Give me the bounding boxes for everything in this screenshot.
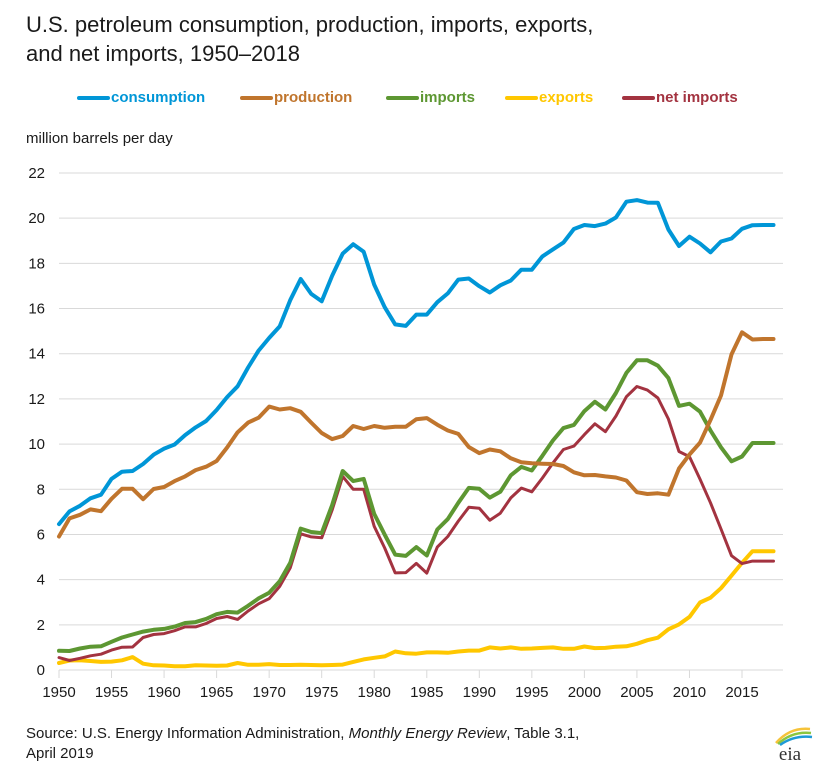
eia-logo-icon: eia [775, 727, 813, 765]
y-tick-label: 20 [28, 210, 45, 227]
x-tick-label: 2010 [673, 684, 706, 701]
x-tick-label: 1950 [42, 684, 75, 701]
source-date: April 2019 [26, 745, 94, 762]
x-tick-label: 1980 [358, 684, 391, 701]
y-tick-label: 4 [37, 572, 45, 589]
legend-label-production: production [274, 89, 353, 106]
y-tick-label: 16 [28, 301, 45, 318]
y-tick-label: 22 [28, 165, 45, 182]
series-line-consumption [57, 198, 776, 527]
x-tick-label: 1965 [200, 684, 233, 701]
y-tick-label: 6 [37, 526, 45, 543]
legend-item-net-imports: net imports [622, 89, 738, 106]
legend-swatch-net-imports [622, 95, 655, 100]
legend-swatch-imports [386, 95, 419, 100]
y-tick-label: 12 [28, 391, 45, 408]
legend-label-consumption: consumption [111, 89, 206, 106]
y-tick-label: 10 [28, 436, 45, 453]
source-publication: Monthly Energy Review [348, 725, 507, 742]
gridlines [59, 172, 783, 626]
x-tick-label: 1960 [147, 684, 180, 701]
legend-item-consumption: consumption [77, 89, 205, 106]
eia-logo-text: eia [779, 744, 802, 763]
legend-item-imports: imports [386, 89, 475, 106]
y-axis-tick-labels: 0 2 4 6 8 10 12 14 16 18 20 22 [28, 165, 45, 679]
chart-title-line-2: and net imports, 1950–2018 [26, 41, 300, 66]
series-lines [57, 198, 776, 669]
legend-swatch-production [240, 95, 273, 100]
x-tick-label: 1995 [515, 684, 548, 701]
legend-swatch-consumption [77, 95, 110, 100]
y-tick-label: 14 [28, 346, 45, 363]
legend-swatch-exports [505, 95, 538, 100]
legend-item-production: production [240, 89, 352, 106]
x-tick-label: 2005 [620, 684, 653, 701]
x-tick-label: 2000 [568, 684, 601, 701]
legend-label-net-imports: net imports [656, 89, 738, 106]
source-suffix: , Table 3.1, [506, 725, 580, 742]
legend-item-exports: exports [505, 89, 593, 106]
x-tick-label: 2015 [725, 684, 758, 701]
chart-title-line-1: U.S. petroleum consumption, production, … [26, 12, 594, 37]
series-line-net-imports [57, 385, 775, 662]
source-prefix: Source: U.S. Energy Information Administ… [26, 725, 349, 742]
x-tick-label: 1990 [463, 684, 496, 701]
y-tick-label: 0 [37, 662, 45, 679]
x-tick-label: 1970 [252, 684, 285, 701]
legend: consumption production imports exports n… [0, 89, 828, 111]
chart-title: U.S. petroleum consumption, production, … [26, 10, 593, 68]
legend-label-imports: imports [420, 89, 476, 106]
series-line-exports [57, 549, 776, 669]
x-tick-label: 1955 [95, 684, 128, 701]
series-line-production [57, 330, 776, 539]
eia-logo: eia [768, 723, 816, 765]
x-tick-label: 1975 [305, 684, 338, 701]
x-tick-label: 1985 [410, 684, 443, 701]
series-line-imports [57, 358, 776, 653]
source-note: Source: U.S. Energy Information Administ… [26, 724, 579, 764]
y-tick-label: 2 [37, 617, 45, 634]
y-axis-unit-label: million barrels per day [26, 130, 173, 147]
y-tick-label: 8 [37, 481, 45, 498]
y-tick-label: 18 [28, 255, 45, 272]
legend-label-exports: exports [539, 89, 594, 106]
x-axis: 1950 1955 1960 1965 1970 1975 1980 1985 1990 1995… [42, 669, 783, 701]
